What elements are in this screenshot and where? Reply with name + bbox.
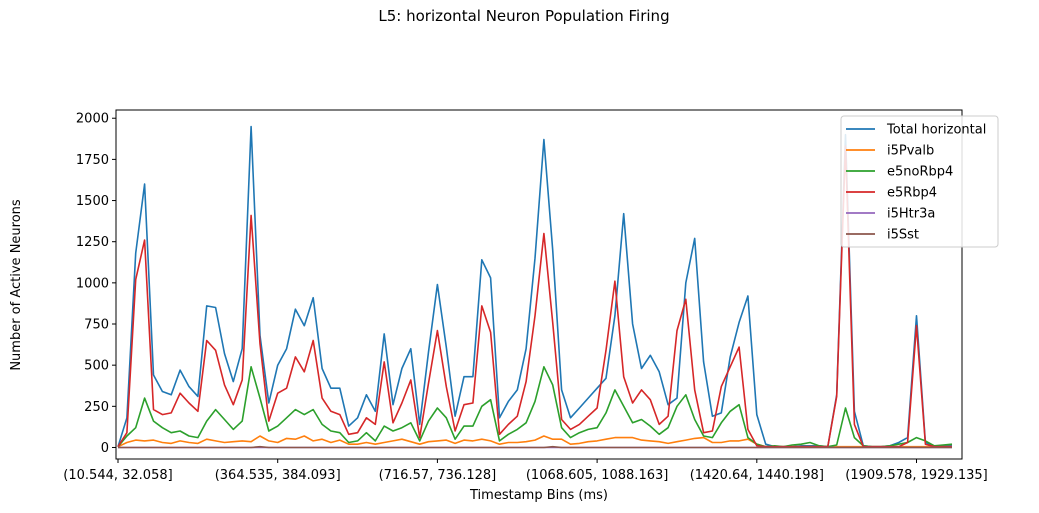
legend-label-total-horizontal: Total horizontal bbox=[886, 123, 986, 138]
y-tick-label: 250 bbox=[84, 400, 109, 415]
x-tick-label: (1909.578, 1929.135] bbox=[845, 468, 987, 483]
y-tick-label: 1750 bbox=[76, 153, 109, 168]
y-tick-label: 1000 bbox=[76, 276, 109, 291]
legend-label-e5rbp4: e5Rbp4 bbox=[887, 186, 937, 201]
y-tick-label: 1500 bbox=[76, 194, 109, 209]
x-axis-label: Timestamp Bins (ms) bbox=[469, 488, 608, 503]
plot-area bbox=[115, 109, 963, 460]
legend-label-i5pvalb: i5Pvalb bbox=[887, 144, 934, 159]
y-axis: 0 250 500 750 1000 1250 1500 1750 2000 bbox=[76, 112, 116, 456]
legend-label-e5norbp4: e5noRbp4 bbox=[887, 165, 953, 180]
legend: Total horizontal i5Pvalb e5noRbp4 e5Rbp4 i5H… bbox=[840, 115, 999, 248]
y-tick-label: 500 bbox=[84, 359, 109, 374]
x-tick-label: (10.544, 32.058] bbox=[63, 468, 172, 483]
series-lines bbox=[117, 125, 953, 449]
y-tick-label: 0 bbox=[101, 441, 109, 456]
plot-frame bbox=[115, 109, 963, 460]
series-line-i5sst bbox=[118, 445, 952, 449]
x-tick-label: (1420.64, 1440.198] bbox=[690, 468, 824, 483]
x-axis: (10.544, 32.058] (364.535, 384.093] (716.5… bbox=[63, 459, 988, 483]
y-tick-label: 2000 bbox=[76, 112, 109, 127]
x-tick-label: (716.57, 736.128] bbox=[379, 468, 497, 483]
legend-label-i5htr3a: i5Htr3a bbox=[887, 207, 935, 222]
y-axis-label: Number of Active Neurons bbox=[9, 199, 24, 371]
legend-label-i5sst: i5Sst bbox=[887, 228, 919, 243]
chart-title: L5: horizontal Neuron Population Firing bbox=[378, 7, 669, 25]
series-line-total-horizontal bbox=[117, 125, 952, 448]
series-line-e5norbp4 bbox=[117, 365, 953, 448]
y-tick-label: 1250 bbox=[76, 235, 109, 250]
x-tick-label: (364.535, 384.093] bbox=[215, 468, 341, 483]
legend-box bbox=[840, 115, 999, 248]
x-tick-label: (1068.605, 1088.163] bbox=[526, 468, 668, 483]
y-tick-label: 750 bbox=[84, 318, 109, 333]
